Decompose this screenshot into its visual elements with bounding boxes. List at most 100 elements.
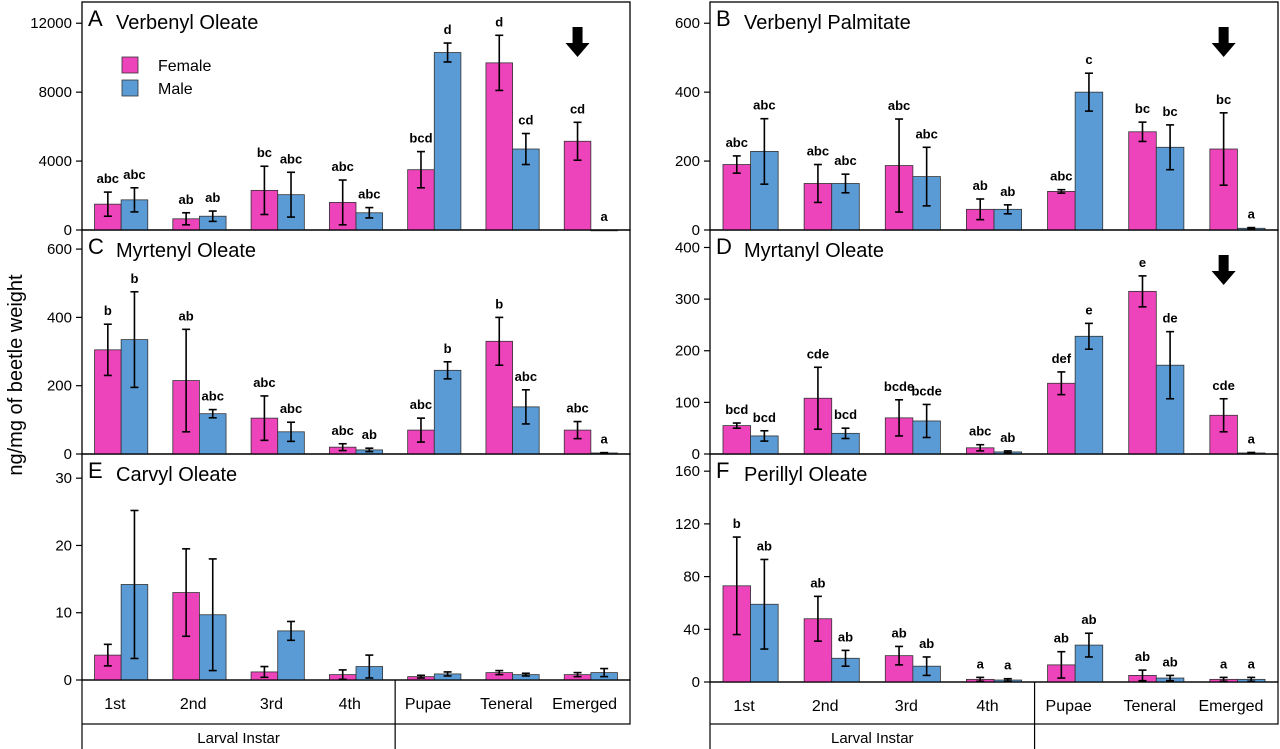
significance-label: ab xyxy=(1000,184,1015,199)
significance-label: abc xyxy=(331,159,353,174)
panel-title: Verbenyl Palmitate xyxy=(744,12,911,34)
category-label: Teneral xyxy=(480,696,532,713)
y-axis-label: ng/mg of beetle weight xyxy=(5,274,27,476)
significance-label: abc xyxy=(834,153,856,168)
significance-label: abc xyxy=(410,397,432,412)
category-label: Pupae xyxy=(1046,698,1092,715)
category-box xyxy=(81,679,631,725)
significance-label: ab xyxy=(1162,654,1177,669)
significance-label: abc xyxy=(253,375,275,390)
panel-e: 0 10 20 30 E Carvyl Oleate xyxy=(55,453,631,689)
significance-label: abc xyxy=(123,167,145,182)
panel-frame xyxy=(81,1,631,231)
y-tick-label: 100 xyxy=(675,394,700,411)
panel-letter: A xyxy=(88,6,103,31)
significance-label: a xyxy=(1248,207,1256,222)
legend-label-female: Female xyxy=(158,58,211,75)
y-tick-label: 0 xyxy=(64,446,72,463)
y-tick-label: 400 xyxy=(675,239,700,256)
significance-label: de xyxy=(1162,311,1177,326)
significance-label: abc xyxy=(807,144,829,159)
significance-label: ab xyxy=(973,178,988,193)
panel-frame xyxy=(709,453,1279,683)
y-tick-label: 80 xyxy=(683,569,700,586)
significance-label: abc xyxy=(331,423,353,438)
category-label: 1st xyxy=(104,696,126,713)
y-tick-label: 200 xyxy=(675,343,700,360)
y-tick-label: 8000 xyxy=(39,84,72,101)
category-label: 3rd xyxy=(260,696,283,713)
significance-label: abc xyxy=(915,126,937,141)
y-tick-label: 200 xyxy=(47,378,72,395)
significance-label: abc xyxy=(888,98,910,113)
male-bar xyxy=(1074,91,1104,231)
panel-letter: D xyxy=(716,234,732,259)
panel-frame xyxy=(709,1,1279,231)
significance-label: c xyxy=(1085,52,1092,67)
significance-label: ab xyxy=(1054,631,1069,646)
significance-label: abc xyxy=(1050,169,1072,184)
significance-label: a xyxy=(1004,658,1012,673)
panel-frame xyxy=(709,229,1279,455)
panel-frame xyxy=(81,453,631,681)
y-tick-label: 600 xyxy=(47,241,72,258)
female-bar xyxy=(1047,191,1076,231)
significance-label: bcd xyxy=(409,131,432,146)
y-tick-label: 12000 xyxy=(30,15,72,32)
significance-label: d xyxy=(444,22,452,37)
significance-label: b xyxy=(130,271,138,286)
significance-label: e xyxy=(1085,302,1092,317)
male-bar xyxy=(1074,335,1104,455)
significance-label: a xyxy=(601,209,609,224)
y-tick-label: 0 xyxy=(64,222,72,239)
y-tick-label: 160 xyxy=(675,463,700,480)
category-label: 3rd xyxy=(895,698,918,715)
significance-label: ab xyxy=(919,636,934,651)
significance-label: ab xyxy=(179,308,194,323)
significance-label: bc xyxy=(1135,101,1150,116)
arrow-icon xyxy=(565,27,590,57)
significance-label: bc xyxy=(1162,104,1177,119)
significance-label: bcde xyxy=(911,383,941,398)
male-bar xyxy=(433,369,462,455)
significance-label: d xyxy=(495,14,503,29)
y-tick-label: 0 xyxy=(692,446,700,463)
significance-label: abc xyxy=(515,369,537,384)
significance-label: abc xyxy=(566,401,588,416)
significance-label: a xyxy=(977,656,985,671)
panel-letter: C xyxy=(88,234,104,259)
y-tick-label: 0 xyxy=(692,674,700,691)
significance-label: ab xyxy=(1081,612,1096,627)
significance-label: bcde xyxy=(884,379,914,394)
category-label: 4th xyxy=(339,696,361,713)
category-label: Emerged xyxy=(552,696,617,713)
y-tick-label: 200 xyxy=(675,153,700,170)
significance-label: cde xyxy=(1212,378,1234,393)
y-tick-label: 0 xyxy=(692,222,700,239)
significance-label: abc xyxy=(726,135,748,150)
significance-label: ab xyxy=(362,427,377,442)
y-tick-label: 120 xyxy=(675,516,700,533)
significance-label: b xyxy=(104,303,112,318)
arrow-icon xyxy=(1211,255,1236,285)
group-label: Larval Instar xyxy=(197,730,280,747)
arrow-icon xyxy=(1211,27,1236,57)
significance-label: a xyxy=(601,432,609,447)
legend-swatch-female xyxy=(121,56,139,74)
significance-label: bcd xyxy=(834,407,857,422)
panel-title: Myrtanyl Oleate xyxy=(744,240,884,262)
y-tick-label: 0 xyxy=(64,672,72,689)
panel-letter: B xyxy=(716,6,731,31)
category-axis: 1st 2nd 3rd 4th Pupae Teneral Emerged Larval In… xyxy=(709,681,1279,749)
y-tick-label: 300 xyxy=(675,291,700,308)
y-tick-label: 600 xyxy=(675,15,700,32)
category-axes: 1st 2nd 3rd 4th Pupae Teneral Emerged Larval In… xyxy=(81,679,1279,749)
significance-label: def xyxy=(1052,351,1072,366)
male-bar xyxy=(433,52,462,231)
significance-label: ab xyxy=(205,190,220,205)
panel-letter: E xyxy=(88,458,103,483)
category-label: Emerged xyxy=(1198,698,1263,715)
